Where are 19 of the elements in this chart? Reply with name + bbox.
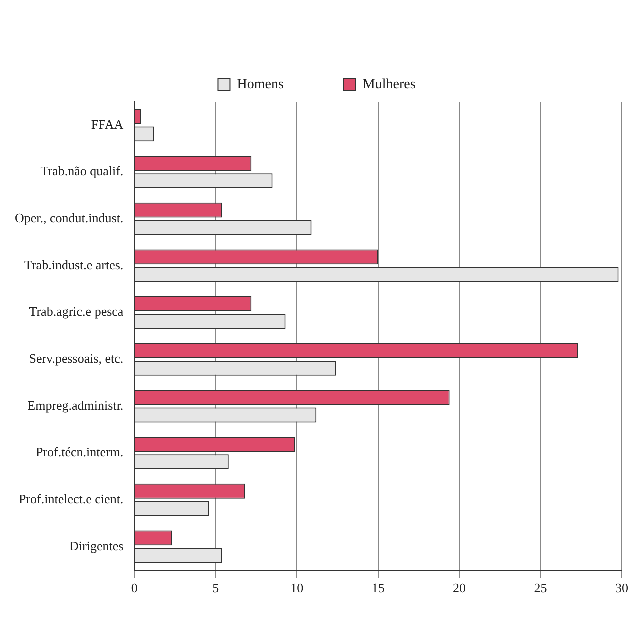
y-tick-label: Trab.indust.e artes.: [24, 257, 124, 272]
y-tick-label: Trab.não qualif.: [40, 164, 124, 179]
x-tick-label: 0: [131, 580, 138, 596]
x-tick-label: 10: [290, 580, 304, 596]
legend-label: Homens: [237, 78, 284, 93]
y-tick-label: Oper., condut.indust.: [14, 210, 124, 226]
x-tick-label: 15: [372, 580, 385, 596]
y-tick-label: FFAA: [91, 116, 124, 132]
legend-label: Mulheres: [362, 78, 416, 93]
y-tick-label: Serv.pessoais, etc.: [29, 351, 124, 366]
x-tick-label: 25: [534, 580, 548, 596]
x-tick-label: 20: [453, 580, 466, 596]
x-tick-label: 30: [616, 580, 628, 596]
y-tick-label: Empreg.administr.: [28, 398, 124, 413]
x-tick-label: 5: [212, 580, 220, 596]
y-tick-label: Trab.agric.e pesca: [29, 304, 124, 320]
y-tick-label: Prof.técn.interm.: [36, 444, 124, 460]
y-tick-label: Prof.intelect.e cient.: [18, 492, 124, 507]
y-tick-label: Dirigentes: [70, 538, 124, 554]
